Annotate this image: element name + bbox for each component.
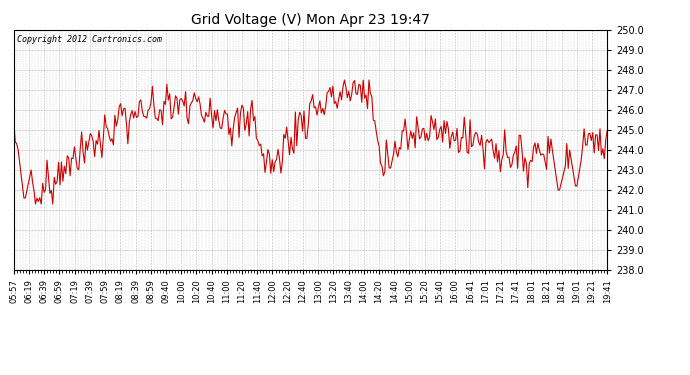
Title: Grid Voltage (V) Mon Apr 23 19:47: Grid Voltage (V) Mon Apr 23 19:47 xyxy=(191,13,430,27)
Text: Copyright 2012 Cartronics.com: Copyright 2012 Cartronics.com xyxy=(17,35,161,44)
